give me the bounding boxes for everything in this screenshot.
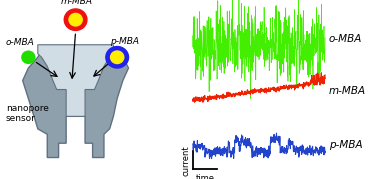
Polygon shape: [38, 45, 113, 116]
Circle shape: [111, 51, 124, 64]
Text: o-MBA: o-MBA: [329, 34, 362, 44]
Circle shape: [64, 9, 87, 30]
Text: o-MBA: o-MBA: [6, 38, 34, 47]
Circle shape: [69, 13, 82, 26]
Text: current: current: [182, 145, 191, 176]
Text: m-MBA: m-MBA: [60, 0, 93, 6]
Text: p-MBA: p-MBA: [329, 140, 363, 150]
Text: time: time: [195, 174, 215, 179]
Circle shape: [21, 50, 36, 64]
Circle shape: [106, 47, 129, 68]
Polygon shape: [23, 48, 129, 158]
Text: m-MBA: m-MBA: [329, 86, 366, 96]
Text: p-MBA: p-MBA: [110, 37, 139, 46]
Text: nanopore
sensor: nanopore sensor: [6, 104, 48, 123]
